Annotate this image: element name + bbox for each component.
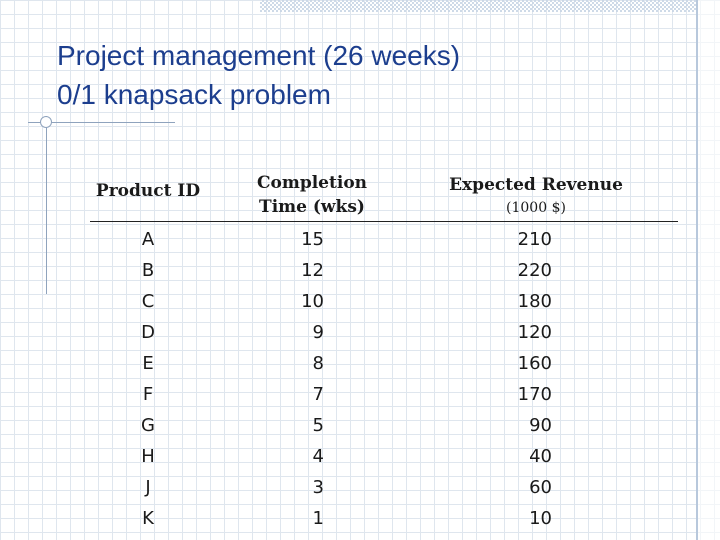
table-row: B 12 220 <box>0 255 720 286</box>
cell-completion-time: 5 <box>312 415 324 436</box>
cell-product-id: J <box>145 477 151 498</box>
slide-title-line-1: Project management (26 weeks) <box>57 40 461 71</box>
cell-product-id: H <box>141 446 155 467</box>
table-row: G 5 90 <box>0 410 720 441</box>
decorative-top-band <box>260 0 696 12</box>
cell-product-id: F <box>142 384 154 405</box>
cell-product-id: D <box>141 322 155 343</box>
decorative-horizontal-line <box>28 122 175 123</box>
cell-product-id: C <box>141 291 155 312</box>
cell-completion-time: 7 <box>312 384 324 405</box>
header-expected-revenue: Expected Revenue <box>449 175 623 195</box>
cell-completion-time: 10 <box>301 291 324 312</box>
cell-expected-revenue: 60 <box>529 477 552 498</box>
header-revenue-unit: (1000 $) <box>506 200 566 216</box>
cell-expected-revenue: 90 <box>529 415 552 436</box>
cell-expected-revenue: 220 <box>517 260 552 281</box>
header-completion-line-1: Completion <box>256 173 368 193</box>
cell-product-id: K <box>142 508 154 529</box>
table-row: K 1 10 <box>0 503 720 534</box>
header-product-id: Product ID <box>95 181 201 201</box>
cell-product-id: B <box>141 260 155 281</box>
decorative-vertical-line <box>46 116 47 294</box>
cell-expected-revenue: 40 <box>529 446 552 467</box>
cell-completion-time: 3 <box>312 477 324 498</box>
cell-product-id: A <box>141 229 155 250</box>
cell-expected-revenue: 160 <box>517 353 552 374</box>
cell-expected-revenue: 210 <box>517 229 552 250</box>
cell-completion-time: 1 <box>312 508 324 529</box>
cell-completion-time: 15 <box>301 229 324 250</box>
cell-completion-time: 12 <box>301 260 324 281</box>
table-row: A 15 210 <box>0 224 720 255</box>
table-row: D 9 120 <box>0 317 720 348</box>
header-completion-line-2: Time (wks) <box>259 197 365 217</box>
decorative-right-line <box>696 0 698 540</box>
cell-expected-revenue: 170 <box>517 384 552 405</box>
decorative-ring-icon <box>40 116 52 128</box>
cell-completion-time: 8 <box>312 353 324 374</box>
table-row: C 10 180 <box>0 286 720 317</box>
cell-expected-revenue: 10 <box>529 508 552 529</box>
table-row: F 7 170 <box>0 379 720 410</box>
header-rule <box>90 221 678 222</box>
cell-product-id: G <box>141 415 155 436</box>
table-row: E 8 160 <box>0 348 720 379</box>
slide-title-line-2: 0/1 knapsack problem <box>57 79 331 110</box>
decorative-right-band <box>696 0 720 540</box>
cell-completion-time: 9 <box>312 322 324 343</box>
cell-product-id: E <box>142 353 154 374</box>
table-body: A 15 210 B 12 220 C 10 180 D 9 120 E 8 1… <box>0 224 720 534</box>
table-row: H 4 40 <box>0 441 720 472</box>
cell-expected-revenue: 120 <box>517 322 552 343</box>
cell-completion-time: 4 <box>312 446 324 467</box>
table-row: J 3 60 <box>0 472 720 503</box>
slide-title: Project management (26 weeks) 0/1 knapsa… <box>57 36 460 114</box>
table-header: Product ID Completion Time (wks) Expecte… <box>0 168 720 220</box>
header-completion-time: Completion Time (wks) <box>238 171 386 219</box>
cell-expected-revenue: 180 <box>517 291 552 312</box>
